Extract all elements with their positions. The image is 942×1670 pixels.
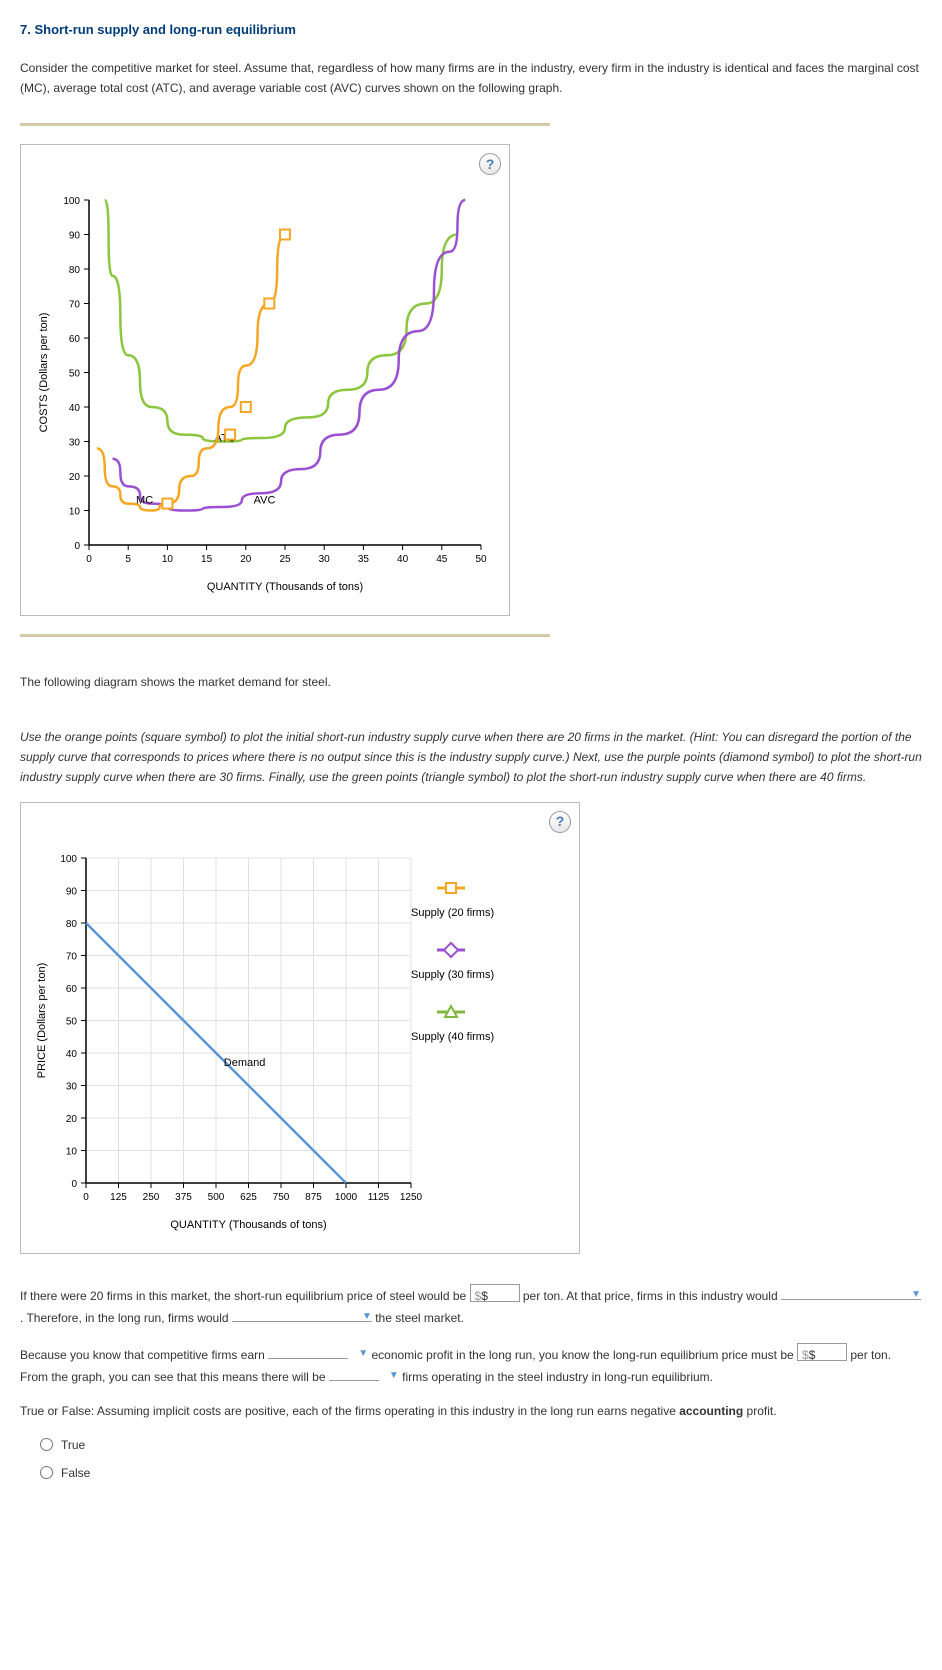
svg-text:AVC: AVC	[254, 495, 276, 507]
chevron-down-icon: ▼	[362, 1308, 372, 1325]
svg-text:10: 10	[66, 1146, 78, 1157]
svg-text:30: 30	[66, 1081, 78, 1092]
svg-text:40: 40	[69, 403, 81, 414]
svg-text:50: 50	[69, 369, 81, 380]
chart1-box: ? 05101520253035404550010203040506070809…	[20, 144, 510, 616]
svg-text:Supply (30 firms): Supply (30 firms)	[411, 969, 494, 981]
svg-text:50: 50	[475, 554, 487, 565]
svg-text:QUANTITY (Thousands of tons): QUANTITY (Thousands of tons)	[170, 1219, 326, 1231]
svg-text:100: 100	[60, 854, 77, 865]
true-false-question: True or False: Assuming implicit costs a…	[20, 1401, 922, 1421]
chart1-wrapper: ? 05101520253035404550010203040506070809…	[20, 123, 550, 637]
chart2-box: ? 0 125 250 375 500 625 750 875 1000 1125 1250 0 10 2…	[20, 802, 580, 1254]
chart2-area[interactable]: 0 125 250 375 500 625 750 875 1000 1125 1250 0 10 20 3…	[21, 803, 579, 1253]
svg-text:15: 15	[201, 554, 213, 565]
radio-true[interactable]	[40, 1438, 53, 1451]
svg-text:0: 0	[74, 541, 80, 552]
chevron-down-icon: ▼	[911, 1286, 921, 1303]
svg-text:70: 70	[69, 300, 81, 311]
question2: Because you know that competitive firms …	[20, 1343, 922, 1388]
dropdown-profit[interactable]: ▼	[781, 1284, 921, 1306]
svg-text:80: 80	[66, 919, 78, 930]
help-icon[interactable]: ?	[549, 811, 571, 833]
svg-text:40: 40	[66, 1049, 78, 1060]
svg-text:100: 100	[63, 196, 80, 207]
svg-text:20: 20	[69, 472, 81, 483]
svg-text:MC: MC	[136, 495, 153, 507]
option-false[interactable]: False	[40, 1464, 922, 1482]
chart1-svg: 0 5 10 15 20 25 30 35 40 45 50 0 10 20 30 40 50 60 70 80 90 1…	[31, 180, 501, 600]
svg-text:30: 30	[319, 554, 331, 565]
svg-text:750: 750	[273, 1192, 290, 1203]
svg-text:5: 5	[125, 554, 131, 565]
svg-text:PRICE (Dollars per ton): PRICE (Dollars per ton)	[36, 963, 48, 1079]
svg-text:Supply (40 firms): Supply (40 firms)	[411, 1031, 494, 1043]
svg-text:Supply (20 firms): Supply (20 firms)	[411, 907, 494, 919]
svg-text:0: 0	[83, 1192, 89, 1203]
svg-text:70: 70	[66, 951, 78, 962]
svg-text:25: 25	[279, 554, 291, 565]
svg-text:10: 10	[162, 554, 174, 565]
question-heading: 7. Short-run supply and long-run equilib…	[20, 20, 922, 40]
dropdown-econ-profit[interactable]: ▼	[268, 1343, 368, 1365]
svg-text:COSTS (Dollars per ton): COSTS (Dollars per ton)	[38, 313, 50, 433]
svg-text:50: 50	[66, 1016, 78, 1027]
svg-text:625: 625	[240, 1192, 257, 1203]
svg-text:90: 90	[69, 231, 81, 242]
tf-options: True False	[40, 1436, 922, 1482]
svg-text:90: 90	[66, 886, 78, 897]
lr-price-input[interactable]: $	[797, 1343, 847, 1361]
svg-text:250: 250	[143, 1192, 160, 1203]
svg-text:1250: 1250	[400, 1192, 423, 1203]
svg-text:375: 375	[175, 1192, 192, 1203]
svg-text:60: 60	[69, 334, 81, 345]
svg-text:20: 20	[240, 554, 252, 565]
price-input[interactable]: $	[470, 1284, 520, 1302]
chevron-down-icon: ▼	[358, 1345, 368, 1362]
svg-text:0: 0	[86, 554, 92, 565]
svg-text:875: 875	[305, 1192, 322, 1203]
svg-text:80: 80	[69, 265, 81, 276]
dropdown-enter-exit[interactable]: ▼	[232, 1306, 372, 1328]
svg-text:20: 20	[66, 1114, 78, 1125]
chart1-area[interactable]: 0 5 10 15 20 25 30 35 40 45 50 0 10 20 30 40 50 60 70 80 90 1…	[21, 145, 509, 615]
svg-text:45: 45	[436, 554, 448, 565]
svg-text:0: 0	[71, 1179, 77, 1190]
chevron-down-icon: ▼	[389, 1367, 399, 1384]
plot-instructions: Use the orange points (square symbol) to…	[20, 727, 922, 788]
svg-text:60: 60	[66, 984, 78, 995]
svg-text:1125: 1125	[368, 1192, 390, 1203]
svg-text:QUANTITY (Thousands of tons): QUANTITY (Thousands of tons)	[207, 581, 363, 593]
svg-text:500: 500	[208, 1192, 225, 1203]
svg-text:35: 35	[358, 554, 370, 565]
svg-text:125: 125	[110, 1192, 127, 1203]
mid-text: The following diagram shows the market d…	[20, 672, 922, 692]
svg-text:1000: 1000	[335, 1192, 358, 1203]
dropdown-num-firms[interactable]: ▼	[329, 1365, 399, 1387]
chart2-svg: 0 125 250 375 500 625 750 875 1000 1125 1250 0 10 20 3…	[31, 838, 571, 1238]
option-true[interactable]: True	[40, 1436, 922, 1454]
svg-text:40: 40	[397, 554, 409, 565]
svg-text:Demand: Demand	[224, 1057, 266, 1069]
radio-false[interactable]	[40, 1466, 53, 1479]
svg-text:30: 30	[69, 438, 81, 449]
intro-paragraph: Consider the competitive market for stee…	[20, 58, 922, 99]
question1: If there were 20 firms in this market, t…	[20, 1284, 922, 1329]
svg-text:10: 10	[69, 507, 81, 518]
